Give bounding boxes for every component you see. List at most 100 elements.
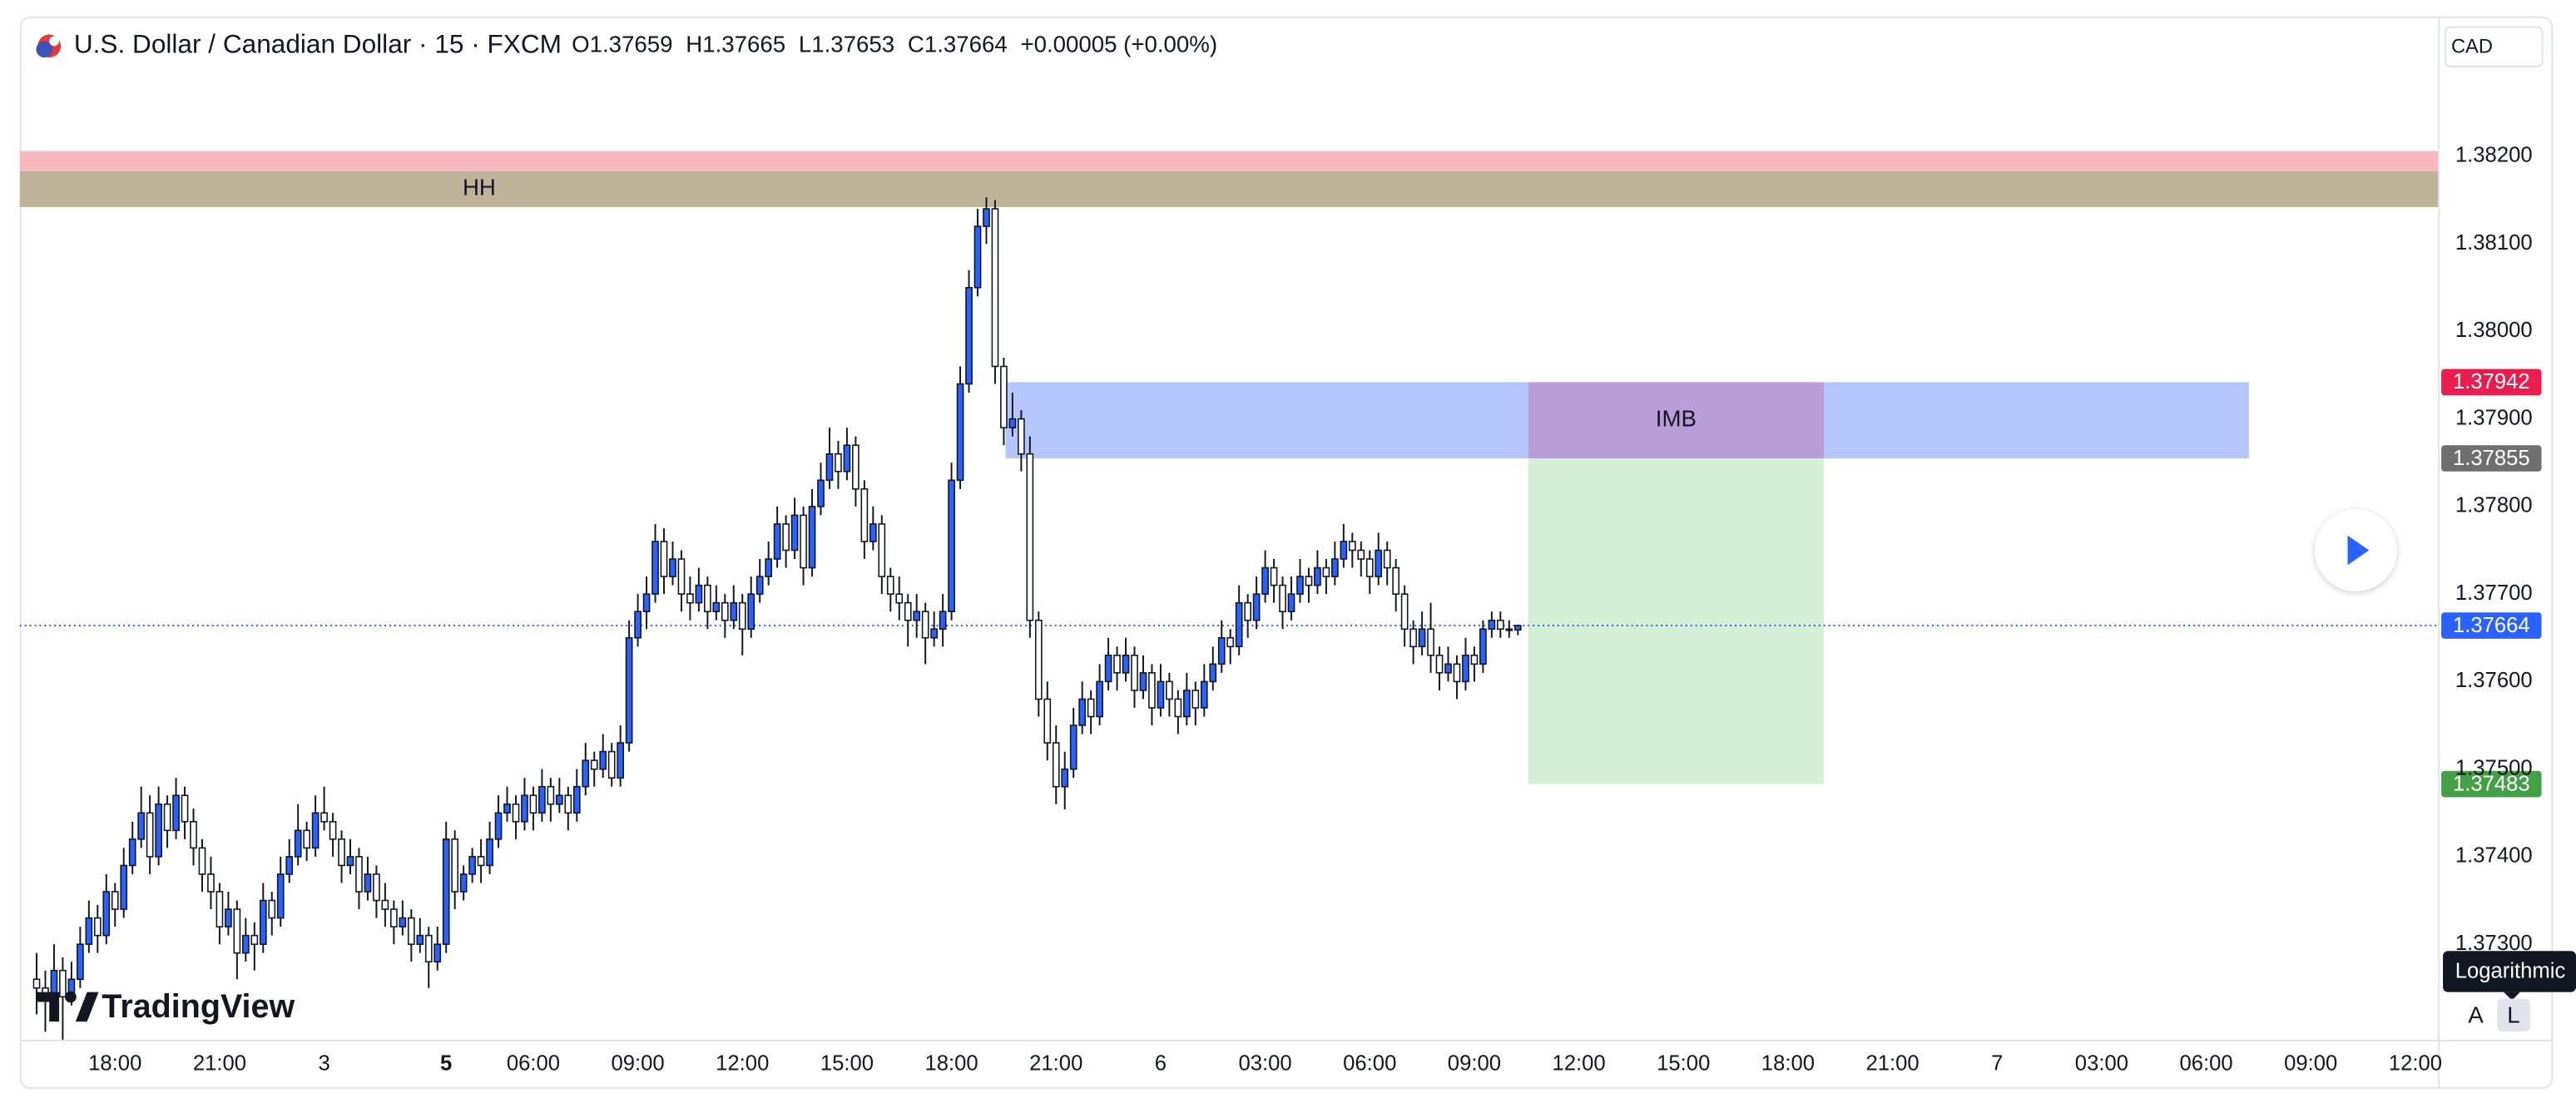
candle-body — [477, 856, 485, 867]
candle-body — [399, 917, 407, 927]
candle-body — [155, 803, 162, 858]
candle-body — [241, 934, 250, 954]
candle-body — [303, 829, 310, 849]
candle-body — [1322, 566, 1330, 577]
zone-label: HH — [463, 175, 496, 200]
candle-body — [85, 917, 93, 945]
candle-body — [1018, 418, 1025, 455]
candle-body — [738, 601, 746, 631]
candle-body — [773, 523, 781, 560]
zone-label: IMB — [1656, 406, 1697, 432]
price-badge — [2441, 770, 2542, 798]
candle-body — [1287, 593, 1295, 612]
candle-body — [486, 838, 493, 867]
candle-body — [677, 558, 686, 595]
watermark: TradingView — [102, 988, 295, 1025]
zone — [19, 171, 2439, 207]
ohlc-value: 1.37659 — [590, 32, 673, 57]
x-tick-label: 6 — [1155, 1051, 1167, 1075]
candle-body — [547, 785, 555, 805]
candle-body — [930, 628, 938, 639]
candle-body — [294, 829, 302, 858]
candle-body — [32, 978, 41, 989]
candle-body — [730, 601, 738, 621]
frame — [19, 16, 2554, 1090]
candle-body — [1113, 655, 1121, 674]
currency-box[interactable] — [2445, 26, 2544, 67]
candle-body — [521, 794, 528, 823]
x-tick-label: 18:00 — [924, 1051, 978, 1075]
candle-body — [225, 908, 232, 927]
candle-body — [111, 891, 119, 910]
candle-body — [494, 812, 503, 840]
candle-body — [1157, 680, 1165, 709]
scale-button-label[interactable]: A — [2468, 1002, 2484, 1028]
ohlc-label: H — [686, 32, 702, 57]
candle-body — [1182, 690, 1191, 718]
x-tick-label: 06:00 — [1343, 1051, 1396, 1075]
candle-body — [529, 794, 537, 814]
play-icon[interactable] — [2347, 535, 2370, 566]
candle-body — [311, 812, 320, 849]
x-tick-label: 15:00 — [820, 1051, 874, 1075]
y-tick-label: 1.38200 — [2455, 144, 2533, 167]
candle-body — [642, 593, 651, 612]
candle-body — [704, 584, 711, 612]
candle-body — [904, 601, 912, 621]
price-badge — [2441, 445, 2542, 472]
y-tick-label: 1.38000 — [2455, 319, 2533, 342]
candle-body — [1296, 576, 1304, 595]
candle-body — [625, 636, 633, 744]
candle-body — [1000, 365, 1008, 428]
candle-body — [1217, 636, 1226, 665]
candle-body — [416, 934, 424, 945]
zone — [1528, 458, 1824, 784]
candle-body — [564, 794, 572, 814]
candle-body — [1462, 655, 1469, 683]
candle-body — [991, 208, 999, 368]
candle-body — [965, 286, 973, 385]
candle-body — [373, 873, 380, 902]
x-tick-label: 09:00 — [1448, 1051, 1501, 1075]
candle-body — [1392, 566, 1400, 595]
candle-body — [198, 847, 206, 875]
candle-body — [181, 794, 189, 823]
x-tick-label: 03:00 — [1238, 1051, 1291, 1075]
candle-body — [1340, 541, 1348, 560]
candle-body — [1488, 619, 1496, 631]
plot-area: HH IMB — [19, 151, 2439, 1040]
candle-body — [346, 856, 354, 867]
scale-button-label[interactable]: L — [2507, 1002, 2519, 1028]
x-tick-label: 21:00 — [1865, 1051, 1919, 1075]
overlay: 1.37942 1.37855 1.37664 1.37483 — [2441, 369, 2542, 798]
candle-body — [1435, 655, 1444, 674]
candle-body — [555, 794, 563, 805]
candle-body — [1453, 663, 1461, 683]
candle-body — [1305, 576, 1313, 586]
x-tick-label: 09:00 — [2284, 1051, 2337, 1075]
candle-body — [433, 943, 442, 962]
candle-body — [599, 750, 607, 770]
candle-body — [250, 934, 259, 945]
logo — [36, 991, 99, 1022]
candle-body — [755, 576, 764, 595]
candle-body — [695, 584, 703, 604]
x-tick-label: 12:00 — [1552, 1051, 1605, 1075]
price-badge-label: 1.37664 — [2453, 614, 2530, 637]
y-tick-label: 1.37900 — [2455, 406, 2533, 429]
candle-body — [817, 479, 825, 507]
candle-body — [1252, 593, 1261, 621]
candle-body — [878, 523, 886, 577]
candle-body — [1357, 549, 1365, 560]
x-tick-label: 18:00 — [88, 1051, 141, 1075]
scale-button[interactable] — [2459, 998, 2493, 1031]
price-badge — [2441, 369, 2542, 396]
candle-body — [93, 917, 102, 937]
candle-body — [233, 908, 241, 954]
candle-body — [1505, 628, 1513, 631]
play-button[interactable] — [2315, 509, 2397, 591]
candle-body — [128, 838, 136, 867]
candle-body — [1314, 566, 1321, 586]
x-tick-label: 21:00 — [1029, 1051, 1082, 1075]
scale-button[interactable] — [2497, 998, 2530, 1031]
